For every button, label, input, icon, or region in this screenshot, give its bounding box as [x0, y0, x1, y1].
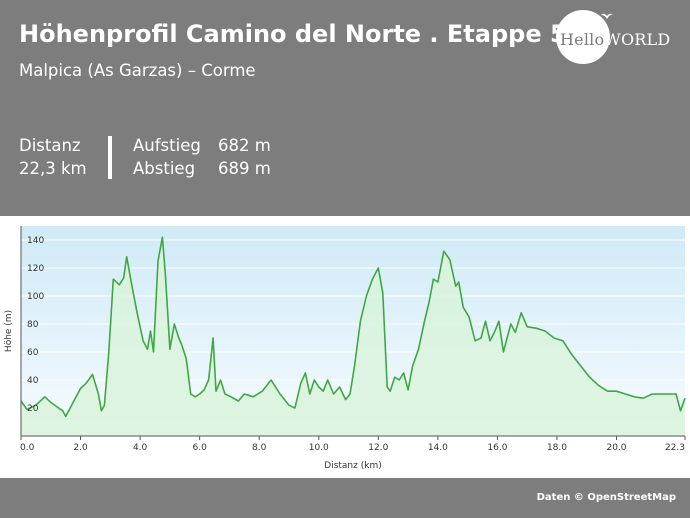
x-tick-label: 18.0	[547, 443, 567, 453]
logo-part-world: WORLD	[604, 30, 671, 49]
y-tick-label: 20	[27, 404, 39, 414]
route-subtitle: Malpica (As Garzas) – Corme	[19, 61, 256, 80]
y-tick-label: 60	[27, 348, 39, 358]
bird-icon	[601, 13, 613, 19]
logo-part-hello: Hello	[560, 30, 605, 49]
x-tick-label: 22.3	[665, 443, 685, 453]
descent-value: 689 m	[218, 159, 271, 178]
x-tick-label: 16.0	[487, 443, 507, 453]
elevation-area	[21, 237, 685, 436]
y-axis-label: Höhe (m)	[4, 310, 14, 352]
x-tick-label: 4.0	[133, 443, 148, 453]
x-tick-label: 0.0	[20, 443, 35, 453]
header: Höhenprofil Camino del Norte . Etappe 54…	[0, 0, 690, 216]
y-tick-label: 140	[27, 236, 44, 246]
y-tick-labels: 20 40 60 80 100 120 140	[27, 236, 44, 414]
descent-label: Abstieg	[133, 159, 196, 178]
y-tick-label: 120	[27, 264, 44, 274]
distance-value: 22,3 km	[19, 159, 87, 178]
chart-panel: 20 40 60 80 100 120 140 0.0 2.0 4.0 6.0 8.0 10.0 12.…	[0, 216, 690, 478]
distance-label: Distanz	[19, 136, 81, 155]
elevation-chart: 20 40 60 80 100 120 140 0.0 2.0 4.0 6.0 8.0 10.0 12.…	[4, 226, 686, 471]
x-tick-label: 6.0	[192, 443, 207, 453]
x-tick-label: 8.0	[252, 443, 267, 453]
y-tick-label: 100	[27, 292, 44, 302]
elevation-line	[20, 236, 686, 418]
x-tick-label: 14.0	[428, 443, 448, 453]
ascent-label: Aufstieg	[133, 136, 201, 155]
x-tick-label: 2.0	[73, 443, 88, 453]
logo-circle	[556, 10, 610, 64]
stats-divider	[108, 136, 112, 179]
ascent-value: 682 m	[218, 136, 271, 155]
x-tick-labels: 0.0 2.0 4.0 6.0 8.0 10.0 12.0 14.0 16.0 18.0 20.0 2…	[20, 443, 685, 453]
page-title: Höhenprofil Camino del Norte . Etappe 54	[19, 20, 584, 48]
y-tick-label: 40	[27, 376, 39, 386]
y-tick-label: 80	[27, 320, 39, 330]
x-gridlines	[20, 436, 686, 440]
logo: HelloWORLD	[560, 30, 670, 49]
x-axis-label: Distanz (km)	[324, 461, 381, 471]
x-tick-label: 10.0	[309, 443, 329, 453]
x-tick-label: 12.0	[368, 443, 388, 453]
data-credit: Daten © OpenStreetMap	[536, 492, 676, 503]
x-tick-label: 20.0	[606, 443, 626, 453]
